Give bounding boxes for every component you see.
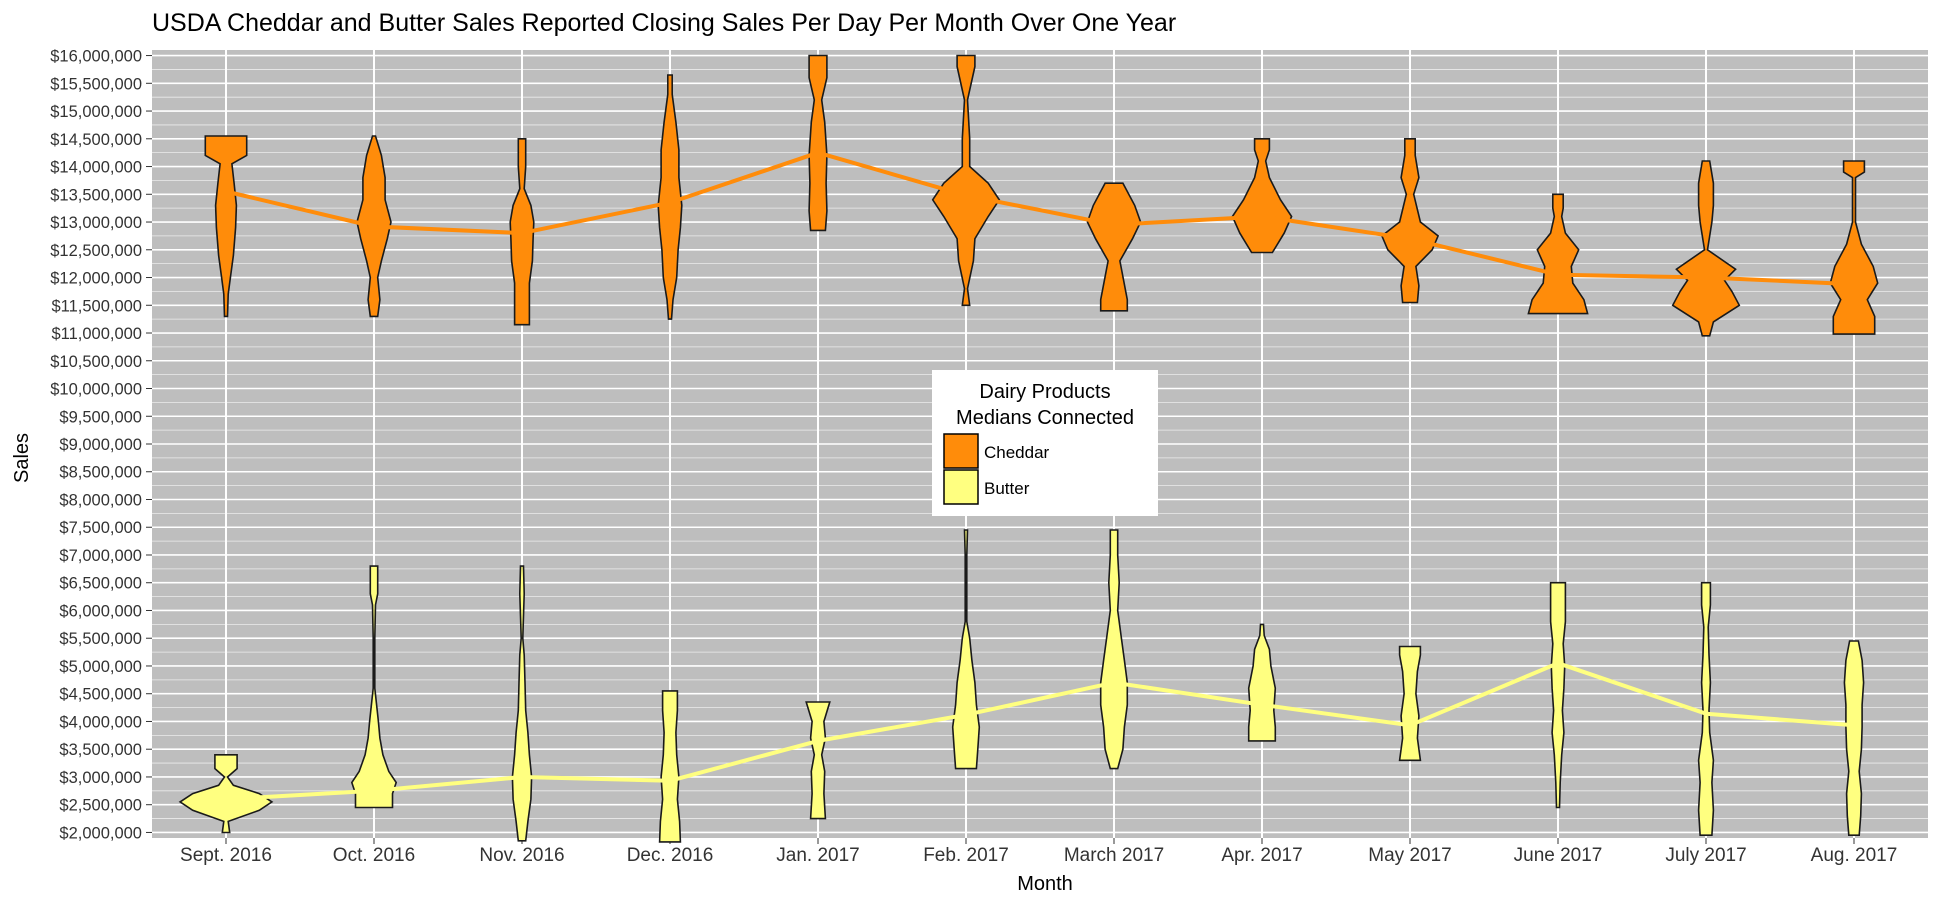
- y-tick-label: $2,000,000: [59, 824, 142, 842]
- y-tick-label: $3,500,000: [59, 741, 142, 759]
- x-tick-label: March 2017: [1064, 845, 1164, 866]
- x-axis-ticks: Sept. 2016 Oct. 2016 Nov. 2016 Dec. 2016 Jan…: [180, 838, 1897, 866]
- y-tick-label: $12,500,000: [50, 242, 142, 260]
- x-tick-label: Jan. 2017: [776, 845, 859, 866]
- y-tick-label: $4,500,000: [59, 686, 142, 704]
- y-tick-label: $9,000,000: [59, 436, 142, 454]
- butter-violin: [1099, 529, 1129, 770]
- y-tick-label: $15,500,000: [50, 75, 142, 93]
- y-tick-label: $10,000,000: [50, 381, 142, 399]
- cheddar-violin: [204, 135, 248, 318]
- y-tick-label: $6,000,000: [59, 602, 142, 620]
- butter-violin: [951, 529, 981, 770]
- y-tick-label: $14,000,000: [50, 159, 142, 177]
- y-tick-label: $8,000,000: [59, 491, 142, 509]
- x-tick-label: July 2017: [1665, 845, 1746, 866]
- y-tick-label: $6,500,000: [59, 575, 142, 593]
- y-tick-label: $5,000,000: [59, 658, 142, 676]
- y-tick-label: $15,000,000: [50, 103, 142, 121]
- cheddar-median-line: [225, 150, 1855, 287]
- violins: [178, 54, 1879, 843]
- butter-violin: [658, 690, 682, 843]
- cheddar-violin: [1527, 193, 1589, 315]
- y-tick-label: $8,500,000: [59, 464, 142, 482]
- y-tick-label: $3,000,000: [59, 769, 142, 787]
- cheddar-violin: [931, 54, 1001, 307]
- cheddar-violin: [1231, 138, 1293, 254]
- y-tick-label: $11,500,000: [51, 297, 142, 315]
- x-tick-label: June 2017: [1514, 845, 1603, 866]
- x-tick-label: Dec. 2016: [627, 845, 714, 866]
- legend-title-line1: Dairy Products: [979, 381, 1110, 403]
- butter-violin: [1398, 645, 1422, 762]
- cheddar-violin: [1829, 160, 1879, 335]
- legend-label-cheddar: Cheddar: [984, 443, 1050, 462]
- butter-violin: [1843, 640, 1865, 836]
- x-tick-label: Aug. 2017: [1811, 845, 1898, 866]
- y-tick-label: $12,000,000: [50, 270, 142, 288]
- legend-label-butter: Butter: [984, 479, 1030, 498]
- y-tick-label: $10,500,000: [50, 353, 142, 371]
- legend-title-line2: Medians Connected: [956, 407, 1134, 429]
- cheddar-violin: [808, 54, 828, 232]
- y-tick-label: $4,000,000: [59, 713, 142, 731]
- butter-violin: [1247, 623, 1277, 742]
- butter-median-line: [225, 661, 1855, 802]
- cheddar-violin: [1086, 182, 1142, 312]
- y-axis-ticks: $2,000,000 $2,500,000 $3,000,000 $3,500,000…: [50, 48, 152, 842]
- y-tick-label: $9,500,000: [59, 408, 142, 426]
- x-tick-label: Sept. 2016: [180, 845, 272, 866]
- legend-key-butter: [943, 469, 979, 505]
- legend: Dairy Products Medians Connected Cheddar…: [932, 370, 1158, 516]
- y-tick-label: $2,500,000: [59, 797, 142, 815]
- butter-violin: [1549, 581, 1567, 809]
- y-axis-label: Sales: [11, 433, 33, 483]
- legend-key-cheddar: [943, 433, 979, 469]
- y-tick-label: $7,500,000: [59, 519, 142, 537]
- median-lines: [225, 150, 1855, 802]
- butter-violin: [805, 701, 831, 820]
- y-tick-label: $11,000,000: [51, 325, 142, 343]
- x-tick-label: Nov. 2016: [479, 845, 564, 866]
- butter-violin: [511, 565, 533, 842]
- x-axis-label: Month: [1017, 873, 1073, 895]
- butter-violin: [350, 565, 398, 809]
- cheddar-violin: [657, 74, 683, 320]
- butter-violin: [178, 754, 274, 834]
- x-tick-label: Feb. 2017: [923, 845, 1009, 866]
- y-tick-label: $14,500,000: [50, 131, 142, 149]
- butter-violin: [1697, 581, 1715, 836]
- y-tick-label: $13,500,000: [50, 186, 142, 204]
- y-tick-label: $13,000,000: [50, 214, 142, 232]
- y-tick-label: $16,000,000: [50, 48, 142, 66]
- x-tick-label: Apr. 2017: [1221, 845, 1302, 866]
- y-tick-label: $5,500,000: [59, 630, 142, 648]
- y-tick-label: $7,000,000: [59, 547, 142, 565]
- x-tick-label: May 2017: [1368, 845, 1451, 866]
- cheddar-violin: [1671, 160, 1741, 337]
- chart-title: USDA Cheddar and Butter Sales Reported C…: [152, 9, 1176, 37]
- x-tick-label: Oct. 2016: [333, 845, 415, 866]
